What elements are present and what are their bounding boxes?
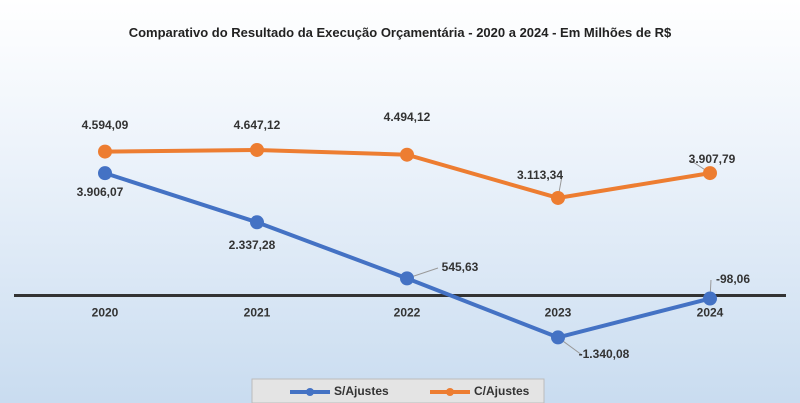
point: [250, 142, 264, 157]
point: [400, 271, 414, 286]
legend-marker: [446, 388, 454, 396]
data-label: -1.340,08: [579, 347, 630, 361]
data-label: 3.113,34: [517, 168, 563, 182]
point: [551, 330, 565, 345]
data-label: 2.337,28: [229, 238, 276, 252]
data-label: 3.907,79: [689, 152, 736, 166]
x-tick-label: 2021: [244, 306, 271, 320]
data-label: -98,06: [716, 272, 750, 286]
x-tick-label: 2023: [545, 306, 572, 320]
point: [400, 147, 414, 162]
x-tick-label: 2020: [92, 306, 119, 320]
point: [703, 166, 717, 181]
point: [551, 190, 565, 205]
x-tick-label: 2024: [697, 306, 724, 320]
chart-title: Comparativo do Resultado da Execução Orç…: [128, 25, 672, 40]
data-label: 4.494,12: [384, 110, 431, 124]
data-label: 3.906,07: [77, 185, 124, 199]
data-label: 545,63: [442, 260, 479, 274]
data-label: 4.647,12: [234, 118, 281, 132]
point: [250, 215, 264, 230]
x-tick-label: 2022: [394, 306, 421, 320]
point: [98, 144, 112, 159]
data-label: 4.594,09: [82, 118, 129, 132]
legend-label: S/Ajustes: [334, 384, 389, 398]
legend-label: C/Ajustes: [474, 384, 530, 398]
point: [703, 291, 717, 306]
point: [98, 166, 112, 181]
legend-marker: [306, 388, 314, 396]
